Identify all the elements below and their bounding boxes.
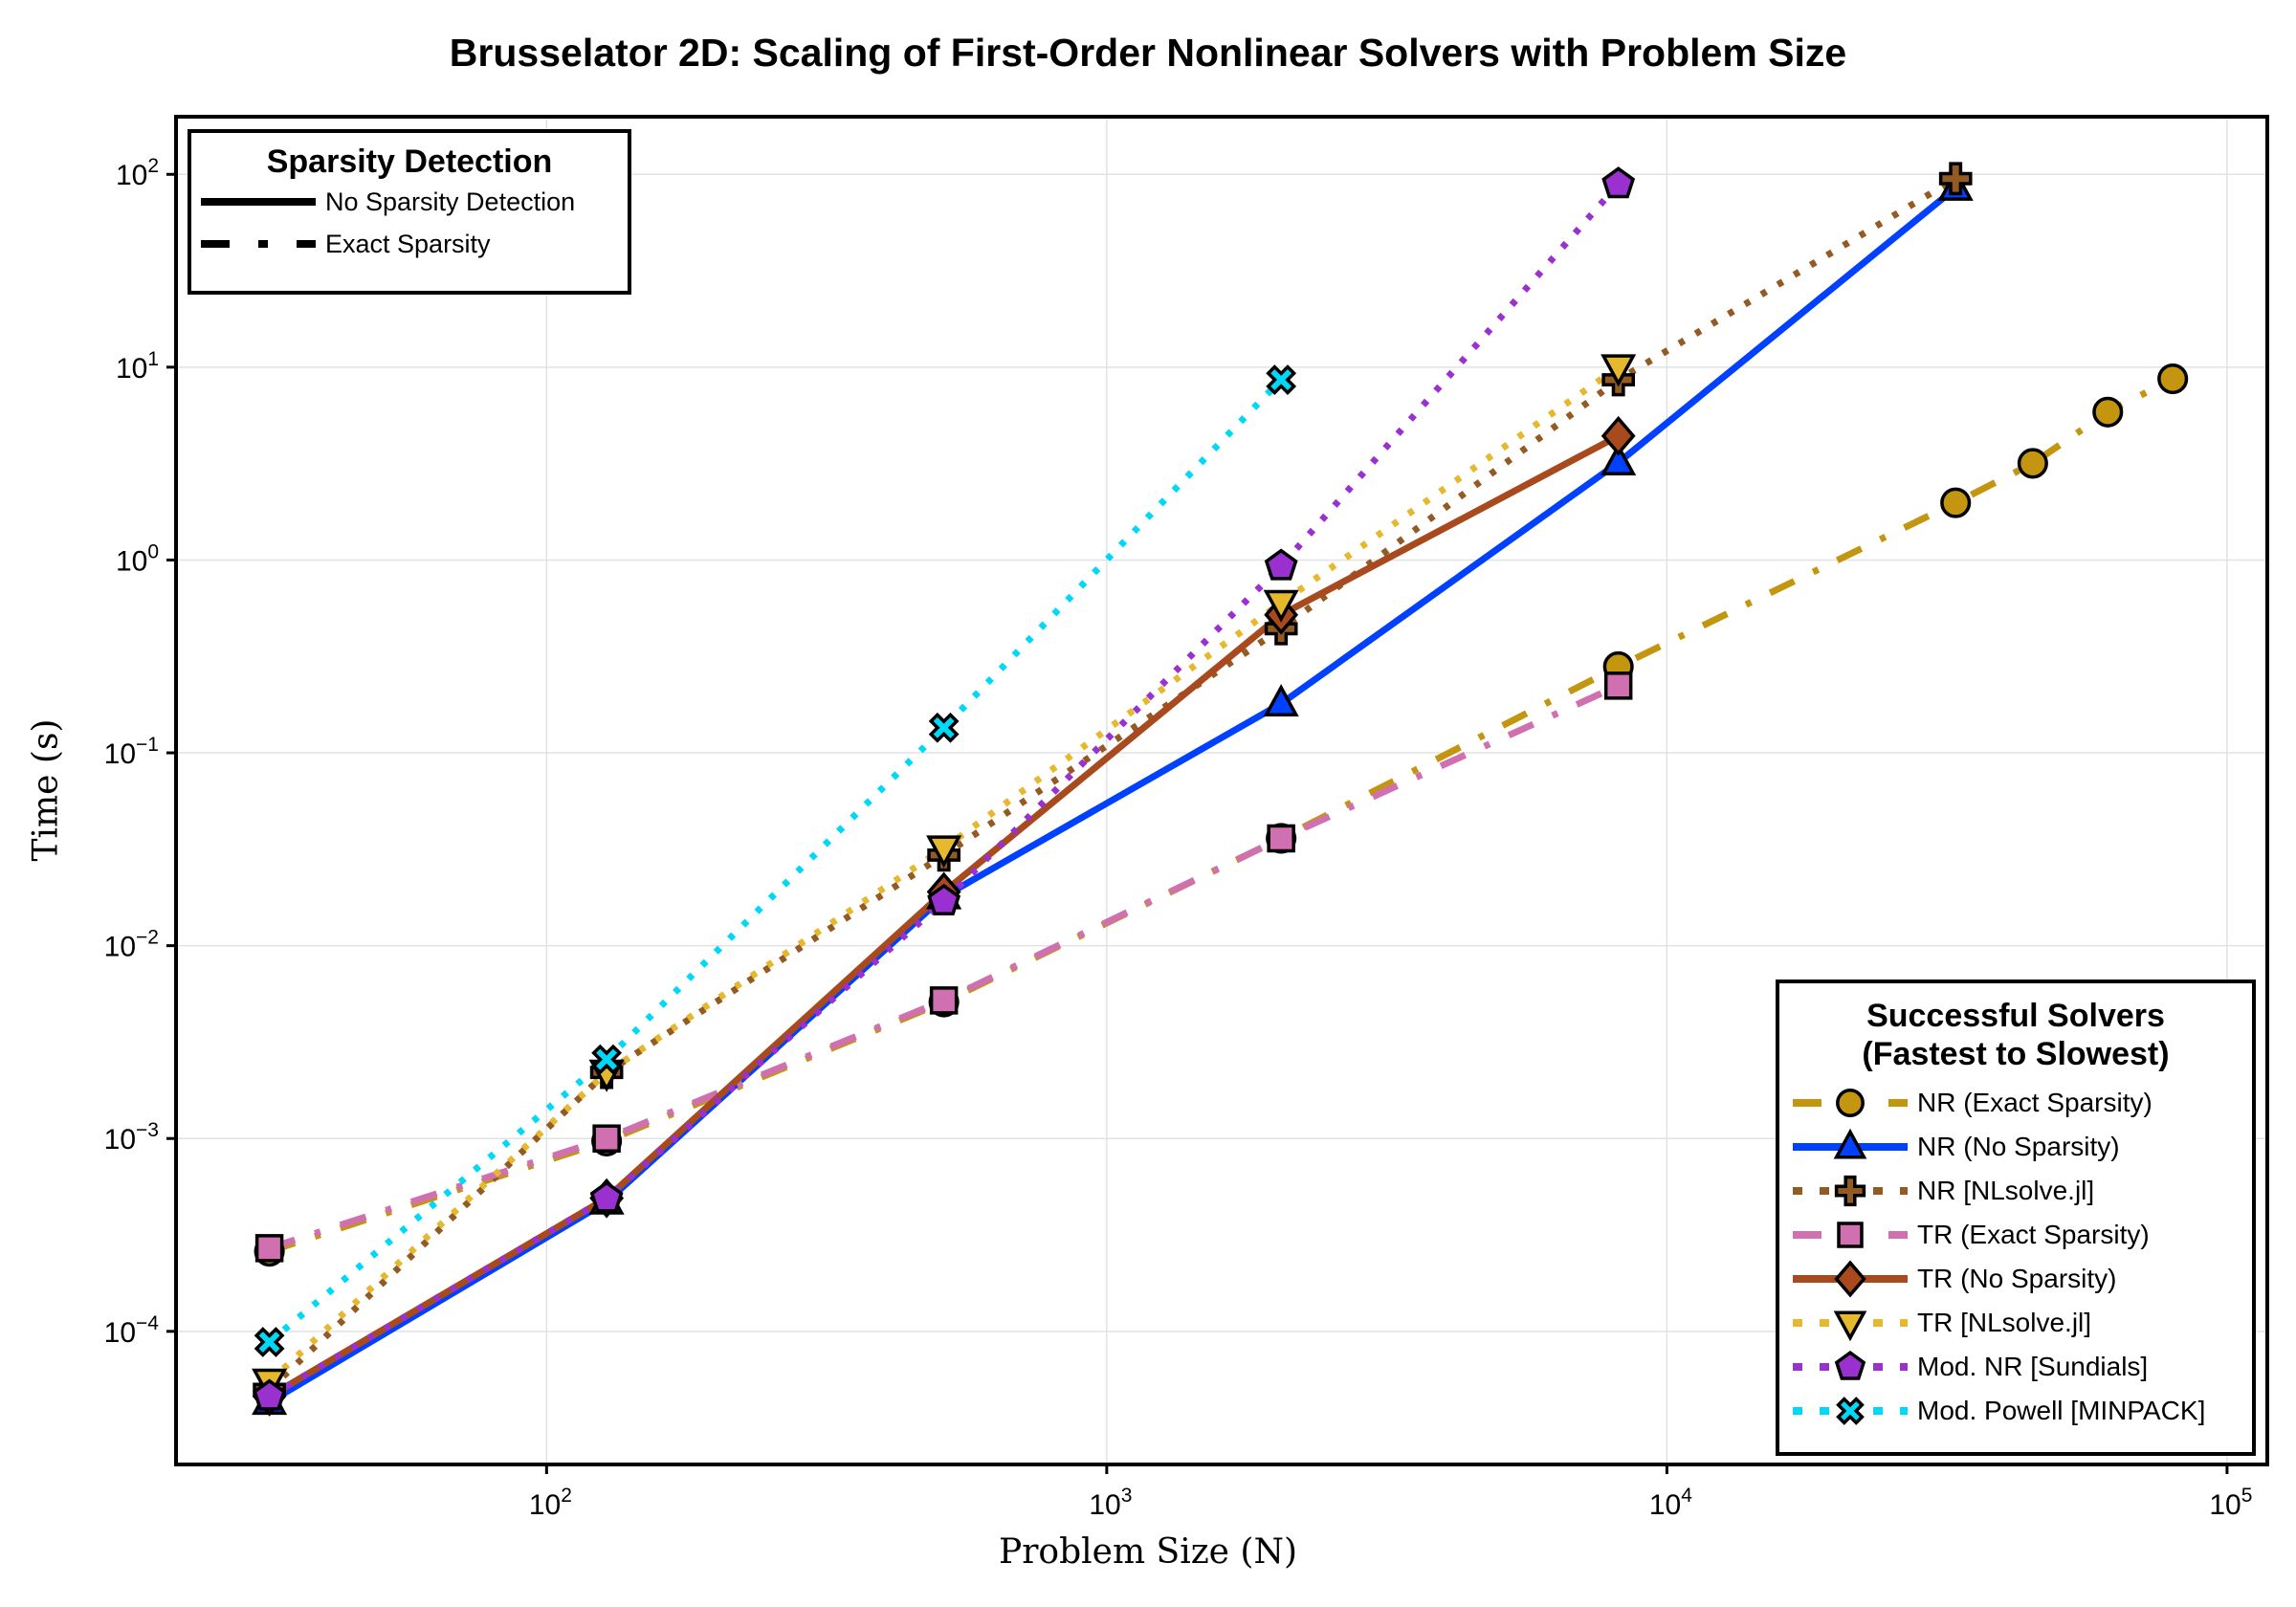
solver-legend: Successful Solvers (Fastest to Slowest) … [1776,980,2256,1456]
y-tick-label: 10−1 [104,734,159,770]
legend-swatch [1793,1128,1908,1159]
x-tick-label: 103 [1089,1485,1132,1521]
data-point-diamond-4 [1601,415,1636,456]
data-point-circle-0 [2157,363,2189,395]
data-point-pentagon-6 [1601,166,1636,199]
data-point-pentagon-6 [589,1180,624,1213]
legend-swatch [1793,1175,1908,1207]
legend-marker [1834,1175,1866,1207]
legend-swatch [1793,1350,1908,1380]
series-line-2 [267,175,1957,1393]
legend-swatch [1793,1310,1908,1342]
data-point-square-3 [929,986,959,1015]
y-tick-label: 100 [116,540,159,577]
sparsity-legend-entry: No Sparsity Detection [201,181,618,223]
legend-label: NR (Exact Sparsity) [1917,1088,2152,1117]
data-point-triangle-up-1 [1263,684,1299,717]
y-tick-label: 102 [116,155,159,191]
legend-marker [1836,1089,1865,1117]
sparsity-legend-title: Sparsity Detection [266,143,553,180]
y-tick-label: 10−4 [104,1312,160,1349]
legend-label: TR [NLsolve.jl] [1917,1308,2092,1337]
data-point-cross-2 [1938,162,1973,196]
legend-marker [1833,1128,1867,1159]
series-line-4 [267,432,1621,1399]
sparsity-legend: Sparsity Detection No Sparsity Detection… [188,129,631,295]
solver-legend-entry: TR (Exact Sparsity) [1793,1213,2239,1257]
data-point-square-3 [254,1234,284,1263]
y-tick-label: 10−2 [104,927,159,963]
solver-legend-entry: Mod. NR [Sundials] [1793,1345,2239,1389]
solver-legend-title-line2: (Fastest to Slowest) [1862,1036,2170,1072]
solver-legend-entry: Mod. Powell [MINPACK] [1793,1389,2239,1433]
legend-swatch [201,198,316,206]
legend-swatch [201,240,316,248]
data-point-x-7 [928,712,960,743]
data-point-x-7 [254,1327,285,1357]
legend-marker [1836,1397,1865,1425]
legend-marker [1834,1260,1866,1298]
series-markers [252,162,2189,1417]
legend-swatch [1793,1397,1908,1425]
legend-marker [1834,1350,1866,1380]
grid [176,117,2267,1464]
data-point-pentagon-6 [253,1378,286,1411]
data-point-triangle-down-5 [1601,354,1637,387]
data-point-square-3 [592,1124,621,1153]
legend-label: TR (Exact Sparsity) [1917,1220,2150,1249]
x-tick-label: 105 [2209,1485,2252,1521]
legend-label: NR (No Sparsity) [1917,1132,2120,1161]
legend-marker [1837,1222,1864,1248]
solver-legend-entry: NR (Exact Sparsity) [1793,1081,2239,1125]
series-line-6 [267,182,1622,1399]
series-line-3 [268,682,1621,1252]
x-axis-label: Problem Size (N) [998,1532,1298,1572]
plot-frame [174,115,2269,1466]
solver-legend-entry: TR [NLsolve.jl] [1793,1301,2239,1345]
x-tick-label: 102 [529,1485,572,1521]
data-point-x-7 [591,1044,623,1075]
data-point-circle-0 [1940,487,1972,518]
chart-title: Brusselator 2D: Scaling of First-Order N… [449,31,1847,75]
legend-swatch [1793,1222,1908,1248]
legend-label: Mod. NR [Sundials] [1917,1352,2149,1381]
y-tick-label: 101 [116,348,159,385]
data-point-triangle-down-5 [1263,589,1299,623]
data-point-pentagon-6 [927,883,961,915]
legend-label: NR [NLsolve.jl] [1917,1176,2095,1205]
sparsity-legend-entry: Exact Sparsity [201,223,618,265]
data-point-square-3 [1267,824,1295,853]
legend-label: No Sparsity Detection [325,187,576,216]
data-point-x-7 [1266,364,1297,395]
legend-swatch [1793,1089,1908,1117]
data-point-circle-0 [2017,448,2048,479]
x-tick-label: 104 [1649,1485,1692,1521]
data-point-square-3 [1603,671,1633,700]
solver-legend-title-line1: Successful Solvers [1866,998,2165,1034]
legend-label: TR (No Sparsity) [1917,1264,2117,1293]
solver-legend-entry: NR (No Sparsity) [1793,1125,2239,1169]
legend-marker [1833,1310,1867,1342]
legend-label: Mod. Powell [MINPACK] [1917,1396,2206,1425]
solver-legend-entry: TR (No Sparsity) [1793,1257,2239,1301]
data-point-circle-0 [2092,396,2124,428]
series-line-1 [267,185,1958,1405]
data-point-triangle-up-1 [1601,443,1637,476]
legend-swatch [1793,1260,1908,1298]
y-tick-label: 10−3 [104,1119,159,1156]
y-axis-label: Time (s) [26,718,66,862]
legend-label: Exact Sparsity [325,229,491,258]
data-point-triangle-down-5 [926,835,962,869]
solver-legend-entry: NR [NLsolve.jl] [1793,1169,2239,1213]
data-point-pentagon-6 [1264,548,1298,581]
